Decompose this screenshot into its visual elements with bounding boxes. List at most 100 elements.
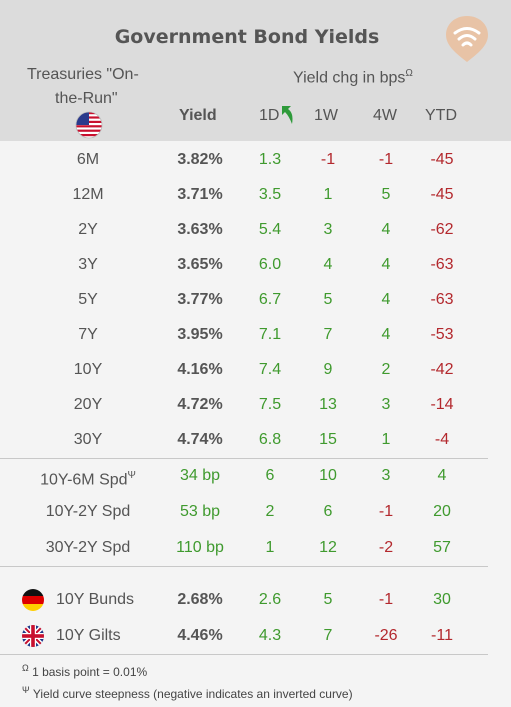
divider: [0, 654, 488, 655]
yield-value: 3.95%: [177, 326, 223, 343]
ytd-change: -63: [430, 291, 454, 308]
4w-change: -2: [378, 539, 394, 556]
table-row: 10Y-2Y Spd 53 bp 2 6 -1 20: [0, 494, 511, 529]
1w-change: 9: [323, 361, 333, 378]
on-the-run-label: the-Run": [55, 90, 118, 107]
row-label: 30Y: [73, 431, 103, 448]
table-row: 12M 3.71% 3.5 1 5 -45: [0, 177, 511, 212]
divider: [0, 458, 488, 459]
footnote-basis-point: Ω 1 basis point = 0.01%: [22, 663, 148, 679]
treasuries-label: Treasuries "On-: [27, 66, 139, 83]
1w-change: 5: [323, 291, 333, 308]
yield-value: 53 bp: [179, 503, 221, 520]
ytd-change: 30: [433, 591, 451, 608]
curved-arrow-up-icon: [282, 106, 293, 124]
row-label: 6M: [76, 151, 100, 168]
yield-value: 3.82%: [177, 151, 223, 168]
yield-value: 2.68%: [177, 591, 223, 608]
row-label: 10Y Gilts: [56, 627, 121, 644]
1w-change: 13: [319, 396, 337, 413]
logo-icon: [446, 16, 488, 62]
4w-change: 4: [381, 256, 391, 273]
table-row: 5Y 3.77% 6.7 5 4 -63: [0, 282, 511, 317]
ytd-change: -53: [430, 326, 454, 343]
row-label: 3Y: [78, 256, 98, 273]
row-label: 10Y Bunds: [56, 591, 134, 608]
yield-value: 34 bp: [179, 467, 221, 484]
1w-change: 3: [323, 221, 333, 238]
ytd-change: 4: [437, 467, 447, 484]
row-label: 30Y-2Y Spd: [45, 539, 131, 556]
1d-change: 2: [265, 503, 275, 520]
1d-change: 6.8: [258, 431, 282, 448]
1d-change: 6: [265, 467, 275, 484]
1w-change: 12: [319, 539, 337, 556]
ytd-change: -45: [430, 186, 454, 203]
1d-change: 4.3: [258, 627, 282, 644]
1d-change: 6.0: [258, 256, 282, 273]
table-row: 30Y-2Y Spd 110 bp 1 12 -2 57: [0, 530, 511, 565]
1w-change: 4: [323, 256, 333, 273]
1d-change: 7.1: [258, 326, 282, 343]
ytd-change: -45: [430, 151, 454, 168]
1w-change: 6: [323, 503, 333, 520]
yield-value: 3.63%: [177, 221, 223, 238]
4w-change: -1: [378, 591, 394, 608]
yield-value: 4.46%: [177, 627, 223, 644]
4w-change: 3: [381, 467, 391, 484]
1d-change: 5.4: [258, 221, 282, 238]
1w-change: 10: [319, 467, 337, 484]
table-row: 7Y 3.95% 7.1 7 4 -53: [0, 317, 511, 352]
page-title: Government Bond Yields: [114, 26, 380, 48]
yield-change-label: Yield chg in bpsΩ: [293, 68, 413, 87]
divider: [0, 566, 488, 567]
yield-value: 4.72%: [177, 396, 223, 413]
1d-change: 7.5: [258, 396, 282, 413]
row-label: 10Y-2Y Spd: [45, 503, 131, 520]
4w-column-header: 4W: [373, 107, 397, 124]
ytd-change: -4: [434, 431, 450, 448]
table-header: Government Bond Yields Treasuries "On- t…: [0, 0, 511, 141]
1w-change: -1: [320, 151, 336, 168]
1d-change: 2.6: [258, 591, 282, 608]
1w-change: 7: [323, 326, 333, 343]
1w-change: 1: [323, 186, 333, 203]
us-flag-icon: [75, 111, 103, 139]
ytd-change: -42: [430, 361, 454, 378]
row-label: 2Y: [78, 221, 98, 238]
yield-column-header: Yield: [179, 107, 217, 124]
yield-value: 3.71%: [177, 186, 223, 203]
table-row: 10Y 4.16% 7.4 9 2 -42: [0, 352, 511, 387]
row-label: 12M: [72, 186, 104, 203]
row-label: 10Y: [73, 361, 103, 378]
4w-change: -1: [378, 151, 394, 168]
row-label: 5Y: [78, 291, 98, 308]
1d-change: 1: [265, 539, 275, 556]
ytd-change: -62: [430, 221, 454, 238]
ytd-change: -63: [430, 256, 454, 273]
1w-change: 7: [323, 627, 333, 644]
yield-value: 3.77%: [177, 291, 223, 308]
table-row: 3Y 3.65% 6.0 4 4 -63: [0, 247, 511, 282]
footnote-curve-steepness: Ψ Yield curve steepness (negative indica…: [22, 685, 353, 701]
1w-change: 5: [323, 591, 333, 608]
germany-flag-icon: [21, 588, 45, 617]
4w-change: 3: [381, 396, 391, 413]
uk-flag-icon: [21, 624, 45, 653]
1d-column-header: 1D: [259, 106, 293, 125]
4w-change: 4: [381, 326, 391, 343]
4w-change: 1: [381, 431, 391, 448]
table-row: 20Y 4.72% 7.5 13 3 -14: [0, 387, 511, 422]
ytd-change: 57: [433, 539, 451, 556]
yield-value: 110 bp: [176, 539, 224, 556]
yield-value: 4.74%: [177, 431, 223, 448]
yield-value: 4.16%: [177, 361, 223, 378]
yield-value: 3.65%: [177, 256, 223, 273]
4w-change: 4: [381, 221, 391, 238]
ytd-change: -14: [430, 396, 454, 413]
table-row: 10Y Bunds 2.68% 2.6 5 -1 30: [0, 582, 511, 617]
ytd-column-header: YTD: [425, 107, 457, 124]
ytd-change: -11: [431, 627, 453, 644]
1w-change: 15: [319, 431, 337, 448]
1d-change: 3.5: [258, 186, 282, 203]
